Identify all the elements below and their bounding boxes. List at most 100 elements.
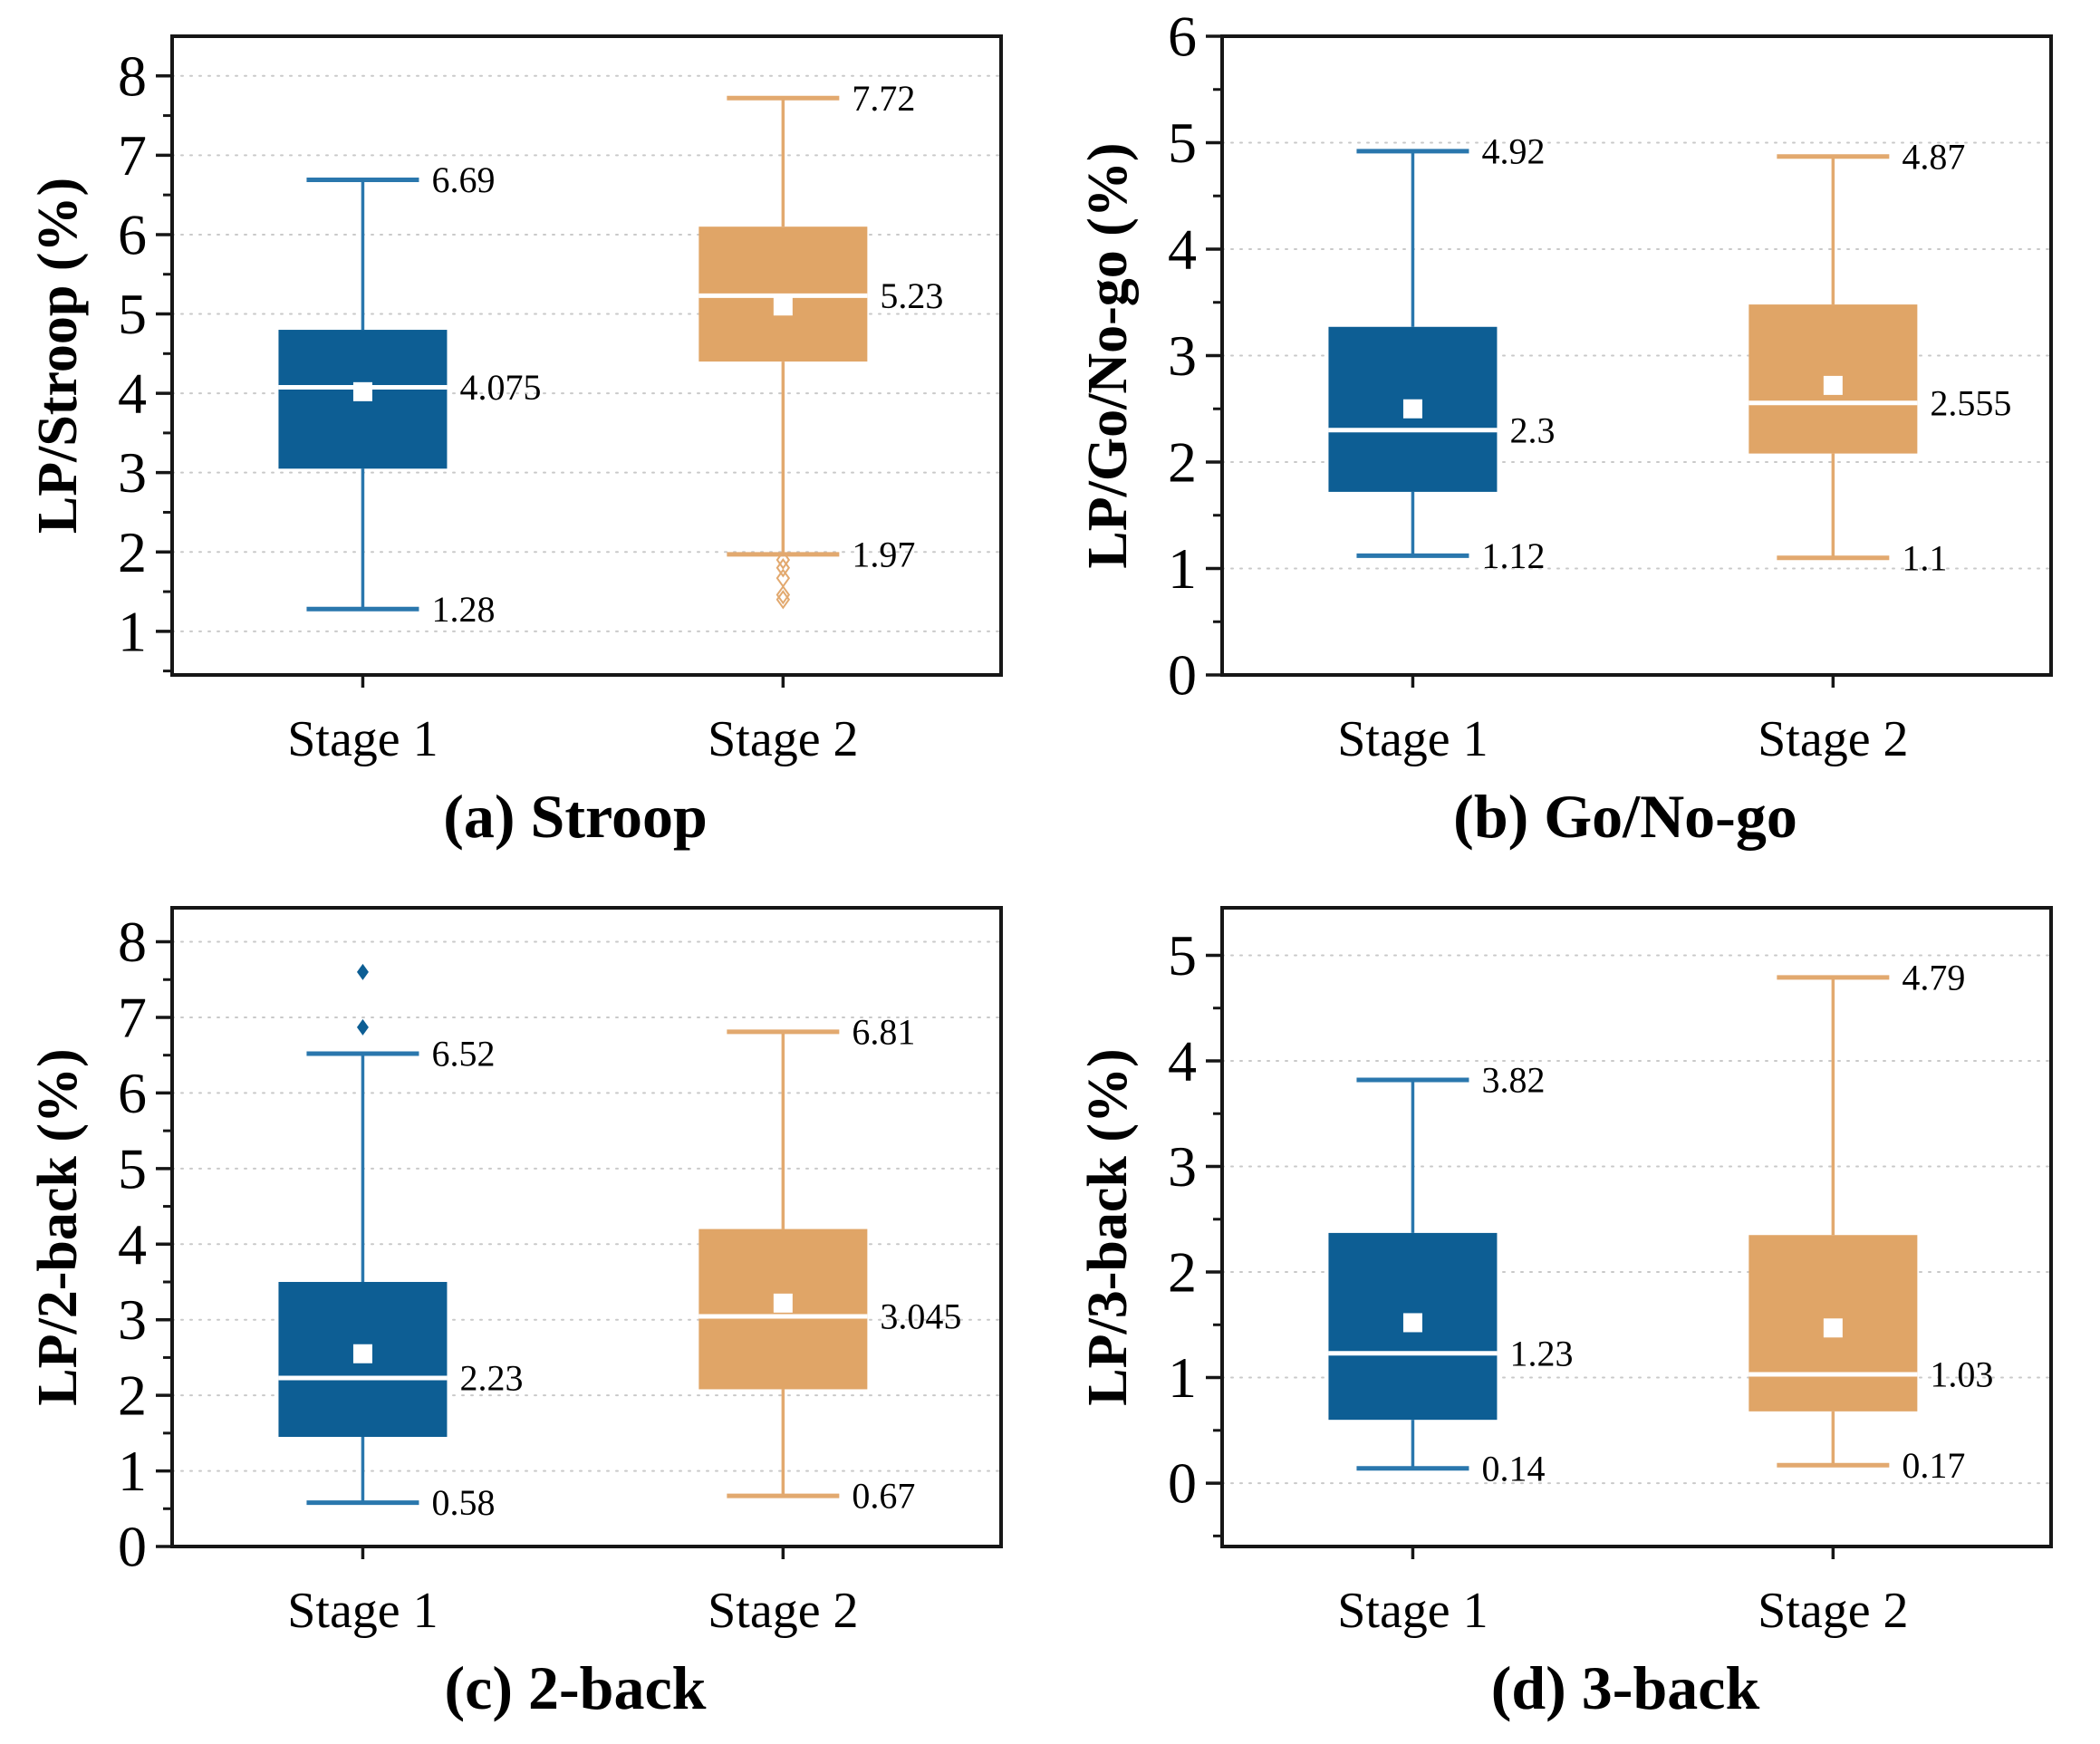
whisker-high-label: 4.79 (1902, 957, 1965, 997)
plot-frame (170, 906, 1003, 1548)
y-tick-label: 4 (118, 361, 147, 426)
y-tick-label: 6 (118, 1061, 147, 1125)
y-tick-label: 4 (118, 1212, 147, 1277)
plot-frame (1220, 906, 2053, 1548)
outlier-point (775, 584, 791, 605)
median-label: 4.075 (459, 367, 541, 408)
whisker-low-label: 0.14 (1481, 1448, 1545, 1489)
median-label: 2.3 (1509, 410, 1555, 450)
y-tick-label: 3 (118, 1287, 147, 1352)
x-tick-label: Stage 2 (708, 1583, 858, 1639)
mean-marker (1402, 399, 1422, 419)
median-label: 5.23 (880, 275, 943, 316)
panel-a-caption: (a) Stroop (443, 782, 708, 851)
whisker-low-label: 1.12 (1481, 535, 1545, 576)
y-tick-label: 2 (118, 520, 147, 584)
y-tick-label: 1 (118, 599, 147, 663)
y-tick-label: 5 (1168, 111, 1197, 175)
mean-marker (1823, 375, 1843, 395)
y-tick-label: 4 (1168, 217, 1197, 282)
box-series-stage-2: 6.81 3.045 0.67 (698, 1011, 961, 1517)
y-tick-label: 3 (1168, 323, 1197, 388)
panel-b: 0 1 2 3 4 5 6 4.92 2.3 1.12 Stage 1 4.87 2.555 1.1 Sta… (1050, 0, 2100, 872)
y-tick-label: 5 (1168, 923, 1197, 988)
whisker-low-label: 0.67 (852, 1476, 915, 1517)
panel-c: 0 1 2 3 4 5 6 7 8 6.52 2.23 0.58 Stage 1 6.81 3.045 0.6… (0, 872, 1050, 1743)
y-tick-label: 4 (1168, 1028, 1197, 1093)
plot-frame (1220, 34, 2053, 677)
whisker-low-label: 1.1 (1902, 537, 1947, 578)
boxplot-b: 0 1 2 3 4 5 6 4.92 2.3 1.12 Stage 1 4.87 2.555 1.1 Sta… (1077, 5, 2053, 767)
whisker-low-label: 1.28 (431, 589, 495, 630)
boxplot-c: 0 1 2 3 4 5 6 7 8 6.52 2.23 0.58 Stage 1 6.81 3.045 0.6… (27, 906, 1003, 1639)
y-tick-label: 6 (1168, 5, 1197, 69)
outlier-point (775, 550, 791, 570)
box-series-stage-1: 3.82 1.23 0.14 (1328, 1059, 1573, 1489)
whisker-high-label: 3.82 (1481, 1059, 1545, 1100)
median-label: 2.23 (459, 1357, 523, 1398)
y-tick-label: 8 (118, 43, 147, 108)
median-label: 1.03 (1930, 1354, 1993, 1395)
whisker-high-label: 4.92 (1481, 130, 1545, 171)
y-tick-label: 7 (118, 123, 147, 188)
mean-marker (352, 1344, 372, 1363)
y-tick-label: 5 (118, 1136, 147, 1200)
y-tick-label: 0 (1168, 1451, 1197, 1516)
median-label: 1.23 (1509, 1333, 1573, 1373)
whisker-high-label: 6.81 (852, 1011, 915, 1052)
x-tick-label: Stage 1 (1337, 1583, 1488, 1639)
whisker-high-label: 6.52 (431, 1034, 495, 1074)
x-tick-label: Stage 2 (1758, 1583, 1908, 1639)
panel-d-caption: (d) 3-back (1490, 1653, 1760, 1722)
whisker-high-label: 4.87 (1902, 136, 1965, 177)
y-tick-label: 7 (118, 985, 147, 1049)
mean-marker (1823, 1318, 1843, 1338)
y-axis-label: LP/2-back (%) (27, 1048, 89, 1405)
mean-marker (773, 296, 793, 316)
box-series-stage-1: 6.69 4.075 1.28 (278, 159, 541, 630)
y-tick-label: 5 (118, 282, 147, 346)
x-tick-label: Stage 1 (287, 711, 438, 767)
y-tick-label: 2 (1168, 1240, 1197, 1305)
panel-d: 0 1 2 3 4 5 3.82 1.23 0.14 Stage 1 4.79 1.03 0.17 Sta… (1050, 872, 2100, 1743)
whisker-low-label: 0.58 (431, 1482, 495, 1523)
y-tick-label: 3 (118, 440, 147, 505)
y-tick-label: 3 (1168, 1134, 1197, 1199)
boxplot-a: 1 2 3 4 5 6 7 8 6.69 4.075 1.28 Stage 1 7.72 5.23 1.97… (27, 34, 1003, 767)
mean-marker (773, 1293, 793, 1313)
outlier-point (775, 590, 791, 610)
x-tick-label: Stage 2 (708, 711, 858, 767)
panel-c-caption: (c) 2-back (444, 1653, 707, 1722)
box-series-stage-2: 7.72 5.23 1.97 (698, 78, 943, 610)
plot-frame (170, 34, 1003, 677)
whisker-high-label: 6.69 (431, 159, 495, 200)
whisker-low-label: 0.17 (1902, 1445, 1965, 1486)
panel-a: 1 2 3 4 5 6 7 8 6.69 4.075 1.28 Stage 1 7.72 5.23 1.97… (0, 0, 1050, 872)
y-tick-label: 2 (1168, 430, 1197, 495)
y-tick-label: 8 (118, 910, 147, 974)
median-label: 2.555 (1930, 382, 2011, 423)
x-tick-label: Stage 1 (287, 1583, 438, 1639)
y-axis-label: LP/Go/No-go (%) (1077, 142, 1139, 568)
outlier-point (356, 1018, 369, 1036)
mean-marker (352, 381, 372, 401)
x-tick-label: Stage 2 (1758, 711, 1908, 767)
boxplot-d: 0 1 2 3 4 5 3.82 1.23 0.14 Stage 1 4.79 1.03 0.17 Sta… (1077, 906, 2053, 1639)
x-tick-label: Stage 1 (1337, 711, 1488, 767)
outlier-point (356, 963, 369, 980)
y-tick-label: 1 (1168, 1345, 1197, 1410)
box-series-stage-2: 4.87 2.555 1.1 (1748, 136, 2011, 578)
whisker-low-label: 1.97 (852, 534, 915, 574)
mean-marker (1402, 1313, 1422, 1333)
whisker-high-label: 7.72 (852, 78, 915, 119)
y-tick-label: 0 (118, 1515, 147, 1579)
y-axis-label: LP/3-back (%) (1077, 1048, 1139, 1405)
panel-b-caption: (b) Go/No-go (1453, 782, 1797, 851)
y-tick-label: 1 (118, 1439, 147, 1503)
y-axis-label: LP/Stroop (%) (27, 178, 89, 534)
y-tick-label: 2 (118, 1363, 147, 1428)
box-series-stage-2: 4.79 1.03 0.17 (1748, 957, 1993, 1486)
box-series-stage-1: 4.92 2.3 1.12 (1328, 130, 1555, 576)
y-tick-label: 1 (1168, 536, 1197, 601)
